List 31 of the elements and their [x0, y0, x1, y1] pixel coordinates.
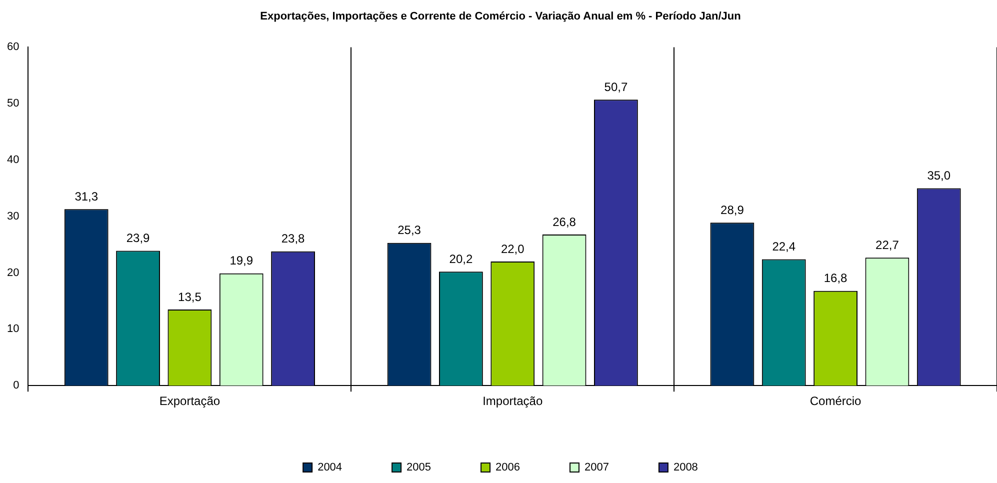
- data-label: 16,8: [824, 271, 848, 286]
- x-tick-label: Exportação: [159, 394, 220, 408]
- legend-label: 2008: [673, 462, 698, 474]
- data-label: 25,3: [398, 223, 422, 238]
- data-label: 26,8: [552, 214, 576, 229]
- x-tick-label: Importação: [482, 394, 543, 408]
- data-label: 23,9: [126, 231, 150, 246]
- legend-label: 2004: [318, 462, 342, 474]
- data-label: 50,7: [604, 80, 628, 94]
- data-label: 22,4: [772, 240, 796, 254]
- data-label: 28,9: [720, 202, 744, 217]
- data-label: 31,3: [74, 189, 98, 204]
- data-label: 22,0: [500, 242, 525, 256]
- y-tick-label: 30: [6, 210, 20, 222]
- data-label: 13,5: [178, 290, 202, 304]
- legend-label: 2006: [496, 462, 520, 474]
- data-label: 20,2: [449, 252, 473, 266]
- y-tick-label: 10: [6, 323, 20, 336]
- y-tick-label: 50: [6, 98, 20, 110]
- y-tick-label: 60: [6, 41, 20, 54]
- data-label: 23,8: [281, 232, 306, 246]
- chart-title: Exportações, Importações e Corrente de Comércio - Variação Anual em % - Período Jan/Jun: [260, 10, 742, 23]
- legend-label: 2005: [406, 462, 432, 474]
- y-tick-label: 20: [6, 266, 20, 279]
- legend-label: 2007: [584, 462, 609, 474]
- y-tick-label: 40: [6, 154, 20, 166]
- data-label: 35,0: [927, 168, 951, 183]
- data-label: 22,7: [876, 238, 900, 252]
- y-tick-label: 0: [13, 380, 20, 392]
- data-label: 19,9: [230, 254, 254, 268]
- x-tick-label: Comércio: [810, 394, 862, 408]
